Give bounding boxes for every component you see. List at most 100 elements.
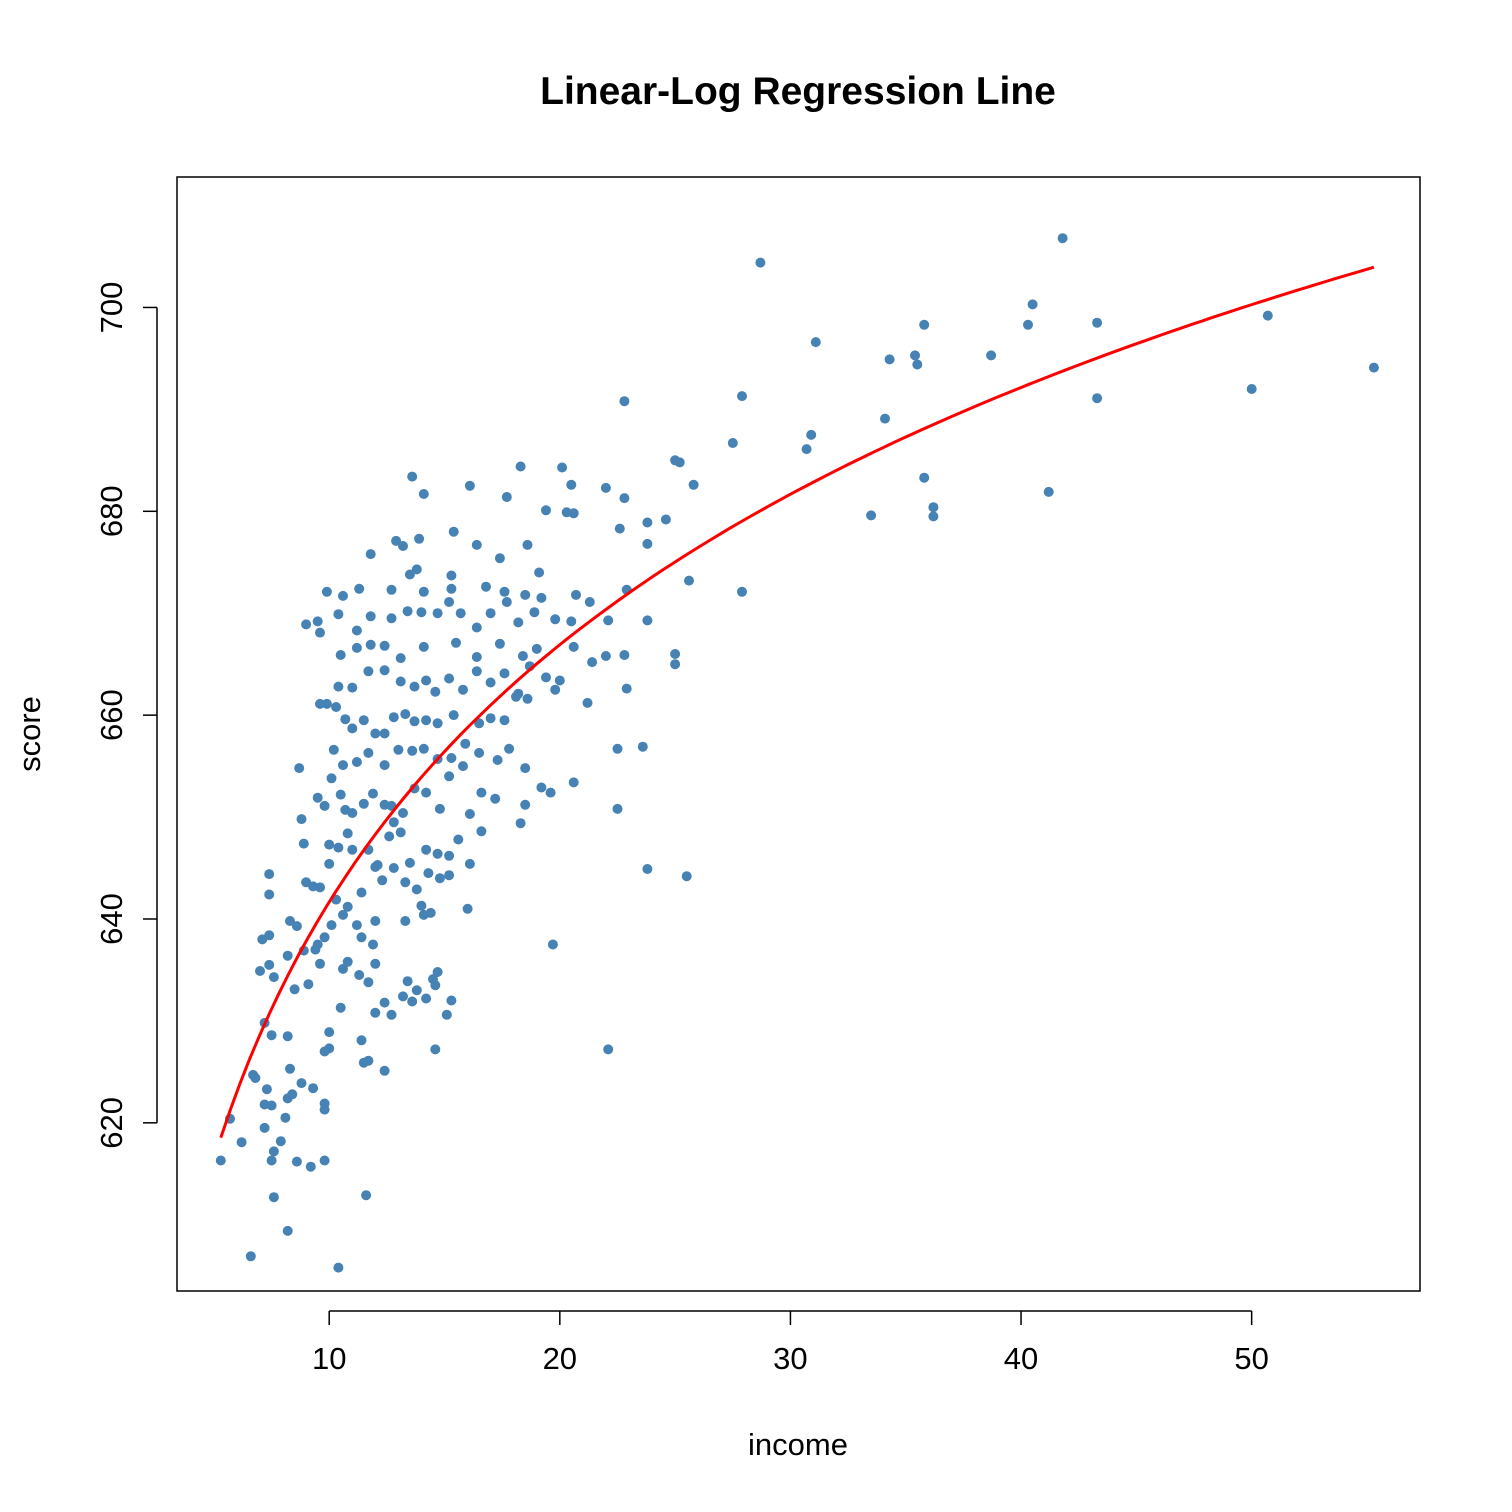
data-point [418, 641, 429, 652]
y-tick-label: 640 [94, 893, 129, 945]
data-point [492, 755, 503, 765]
data-point [485, 677, 496, 688]
data-point [471, 666, 482, 677]
data-point [331, 702, 342, 712]
data-point [388, 712, 399, 723]
data-point [266, 1030, 277, 1041]
data-point [312, 939, 323, 950]
data-point [324, 1027, 335, 1038]
data-point [321, 698, 332, 709]
data-point [430, 686, 441, 697]
data-point [347, 844, 358, 855]
data-point [428, 974, 438, 985]
data-point [259, 1122, 270, 1133]
data-point [351, 625, 362, 636]
data-point [319, 932, 330, 943]
data-point [365, 549, 376, 560]
data-point [321, 586, 332, 597]
data-point [919, 319, 930, 330]
data-point [414, 533, 425, 544]
data-point [520, 763, 531, 774]
data-point [324, 1043, 335, 1054]
data-point [485, 713, 496, 724]
data-point [1023, 319, 1033, 330]
data-point [407, 996, 418, 1007]
data-point [351, 757, 362, 767]
data-point [1262, 310, 1273, 321]
data-point [386, 613, 397, 624]
data-point [409, 716, 420, 727]
data-point [446, 570, 457, 581]
data-point [356, 1035, 367, 1046]
data-point [504, 743, 515, 754]
data-point [587, 657, 598, 668]
data-point [404, 857, 415, 868]
data-point [810, 337, 821, 348]
data-point [418, 489, 429, 499]
data-point [324, 858, 335, 869]
data-point [236, 1137, 247, 1148]
data-point [379, 1065, 390, 1076]
data-point [432, 608, 443, 619]
data-point [637, 741, 648, 752]
data-point [928, 511, 939, 522]
data-point [464, 480, 475, 491]
data-point [351, 642, 362, 653]
data-point [584, 597, 595, 607]
data-point [404, 569, 415, 580]
data-point [342, 828, 353, 839]
data-point [474, 718, 485, 729]
data-point [642, 538, 653, 549]
data-point [499, 668, 510, 679]
data-point [294, 763, 305, 774]
data-point [379, 728, 390, 739]
data-point [342, 956, 353, 967]
data-point [462, 903, 473, 914]
y-tick-label: 700 [94, 282, 129, 334]
data-point [642, 517, 653, 528]
data-point [315, 698, 325, 709]
data-point [621, 683, 632, 694]
data-point [1368, 362, 1379, 373]
data-point [880, 413, 890, 424]
data-point [490, 793, 501, 804]
x-axis: 10 20 30 40 50 [312, 1310, 1269, 1376]
data-point [444, 673, 455, 684]
data-point [471, 652, 482, 662]
chart-title: Linear-Log Regression Line [540, 70, 1056, 113]
data-point [282, 1225, 293, 1236]
data-point [499, 715, 510, 726]
data-point [434, 803, 445, 814]
data-point [379, 640, 390, 651]
data-point [670, 649, 681, 659]
data-point [557, 462, 568, 473]
data-point [411, 884, 422, 895]
data-point [928, 502, 939, 513]
data-point [727, 438, 738, 448]
data-point [919, 472, 930, 483]
data-point [550, 684, 561, 695]
data-point [670, 659, 681, 670]
data-point [681, 871, 692, 882]
data-point [296, 1078, 307, 1089]
data-point [363, 747, 374, 758]
data-point [912, 359, 923, 370]
data-point [368, 788, 378, 799]
data-point [308, 1083, 319, 1094]
data-point [402, 606, 413, 617]
data-point [319, 1155, 330, 1166]
data-point [517, 651, 528, 661]
data-point [391, 535, 402, 546]
data-point [377, 875, 388, 886]
data-point [566, 479, 577, 490]
data-point [287, 1089, 298, 1100]
data-point [395, 827, 406, 838]
data-point [642, 615, 653, 626]
data-point [451, 637, 461, 648]
data-point [335, 650, 346, 660]
data-point [421, 993, 432, 1004]
data-point [520, 589, 531, 600]
x-tick-label: 20 [543, 1341, 577, 1376]
data-point [755, 257, 766, 268]
